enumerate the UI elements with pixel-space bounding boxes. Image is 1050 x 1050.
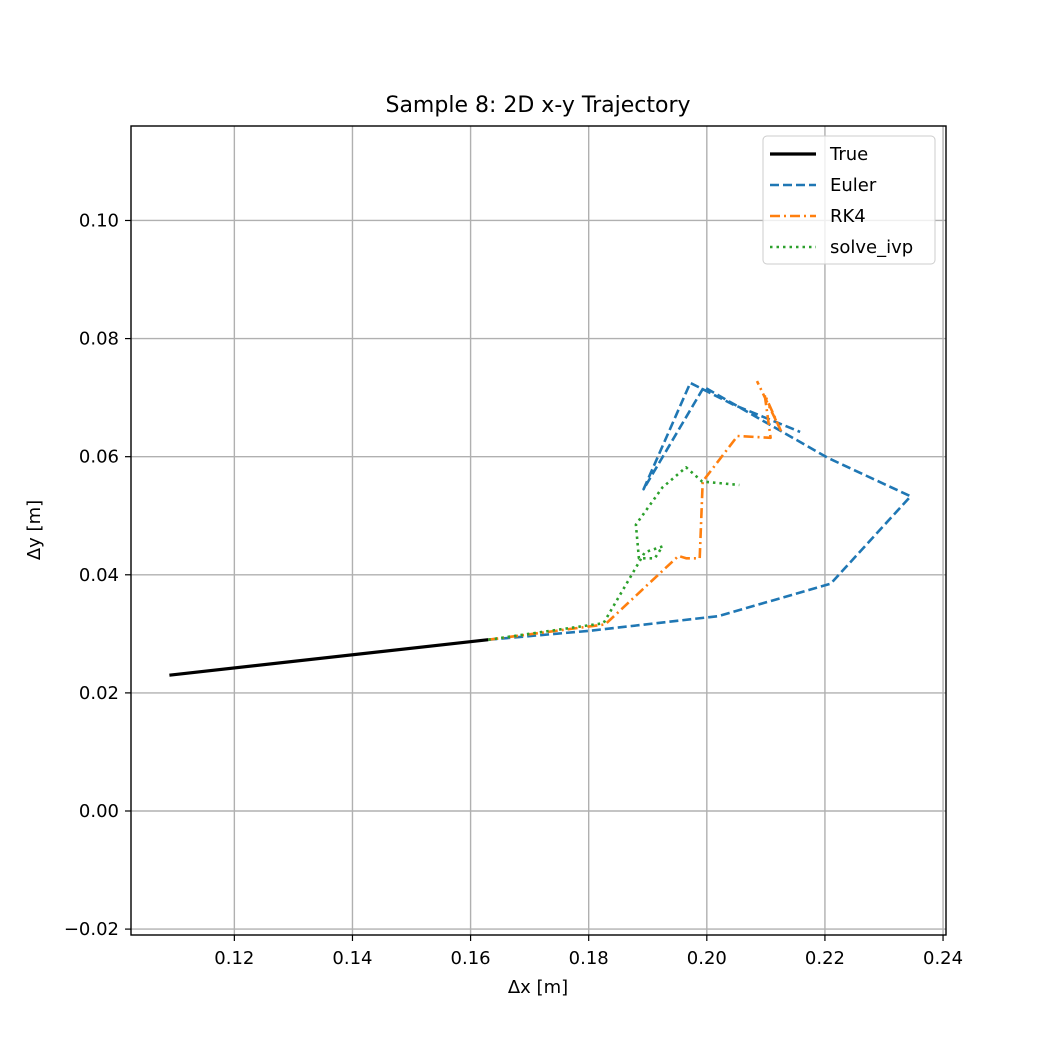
y-axis-label: Δy [m] [24, 500, 45, 560]
y-tick-label: 0.02 [79, 683, 119, 704]
plot-frame [130, 125, 947, 936]
legend-box [762, 135, 936, 265]
y-tick-label: 0.04 [79, 565, 119, 586]
x-tick-label: 0.20 [687, 948, 727, 969]
chart-title: Sample 8: 2D x-y Trajectory [385, 93, 690, 118]
series-line-euler [488, 381, 912, 641]
x-axis-label: Δx [m] [508, 977, 568, 998]
x-tick-label: 0.22 [805, 948, 845, 969]
y-tick-label: 0.00 [79, 801, 119, 822]
x-tick-label: 0.24 [923, 948, 963, 969]
legend-label: solve_ivp [830, 237, 913, 258]
series-layer [169, 380, 912, 677]
y-axis: −0.02 0.00 0.02 0.04 0.06 0.08 0.10 [64, 210, 131, 940]
series-line-rk4 [488, 380, 782, 641]
legend-label: RK4 [830, 206, 866, 227]
x-tick-label: 0.16 [451, 948, 491, 969]
legend-label: Euler [830, 175, 877, 196]
x-tick-label: 0.14 [332, 948, 372, 969]
y-tick-label: −0.02 [64, 919, 119, 940]
x-tick-label: 0.18 [569, 948, 609, 969]
y-tick-label: 0.06 [79, 447, 119, 468]
y-tick-label: 0.10 [79, 210, 119, 231]
x-tick-label: 0.12 [214, 948, 254, 969]
series-line-solve-ivp [488, 465, 740, 641]
series-line-true [169, 638, 489, 677]
legend-label: True [829, 144, 868, 165]
legend: True Euler RK4 solve_ivp [762, 135, 936, 265]
y-tick-label: 0.08 [79, 329, 119, 350]
x-axis: 0.12 0.14 0.16 0.18 0.20 0.22 0.24 [214, 935, 963, 969]
